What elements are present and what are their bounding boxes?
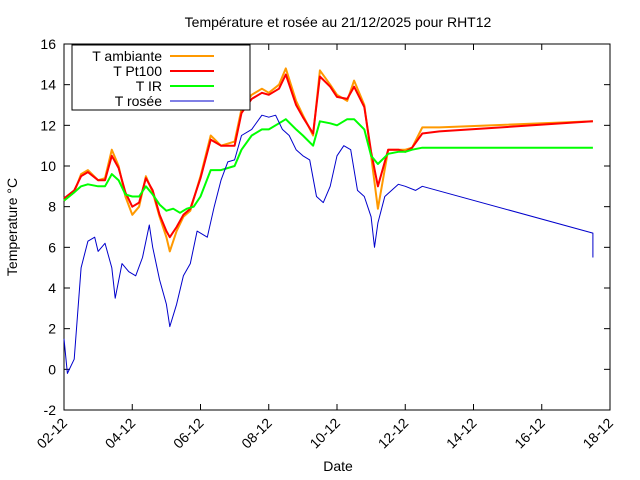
y-axis-label: Temperature °C [4,178,20,276]
legend-label: T IR [136,78,162,94]
y-tick-label: 6 [48,239,56,255]
x-tick-label: 12-12 [375,415,412,452]
chart-title: Température et rosée au 21/12/2025 pour … [185,14,492,30]
legend-label: T rosée [115,93,162,109]
series-lines [63,67,594,374]
legend-label: T ambiante [92,48,162,64]
x-tick-label: 16-12 [511,415,548,452]
y-tick-label: -2 [44,402,57,418]
x-tick-label: 10-12 [306,415,343,452]
y-tick-label: 12 [40,117,56,133]
y-tick-label: 14 [40,77,56,93]
y-tick-label: 8 [48,199,56,215]
y-tick-label: 2 [48,321,56,337]
y-tick-label: 10 [40,158,56,174]
series-line-t-pt100 [63,73,593,239]
series-line-t-ir [63,118,593,214]
x-tick-label: 02-12 [33,415,70,452]
x-tick-label: 08-12 [238,415,275,452]
series-line-t-ros-e [63,114,594,374]
legend-box [71,44,251,111]
x-axis-label: Date [323,458,353,474]
legend-label: T Pt100 [113,63,162,79]
x-tick-label: 14-12 [443,415,480,452]
y-tick-label: 4 [48,280,56,296]
x-tick-label: 04-12 [102,415,139,452]
y-tick-label: 16 [40,36,56,52]
x-tick-label: 18-12 [579,415,616,452]
y-tick-label: 0 [48,361,56,377]
x-tick-label: 06-12 [170,415,207,452]
